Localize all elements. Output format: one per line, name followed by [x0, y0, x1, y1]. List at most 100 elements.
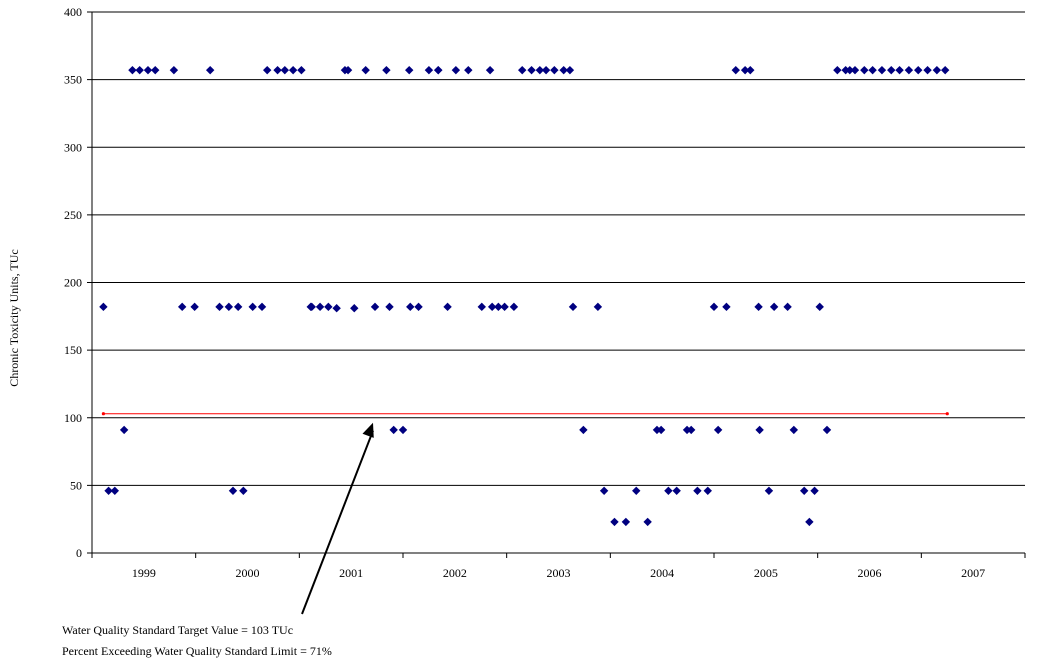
data-point	[424, 65, 434, 75]
data-point	[940, 65, 950, 75]
data-point	[632, 486, 641, 495]
data-point	[713, 425, 723, 435]
x-tick-label: 2002	[443, 566, 467, 580]
data-point	[621, 517, 631, 527]
data-point	[850, 65, 860, 75]
data-point	[914, 65, 923, 75]
data-point	[643, 517, 652, 527]
data-point	[464, 65, 473, 75]
data-point	[494, 302, 503, 312]
x-tick-label: 2001	[339, 566, 363, 580]
data-point	[535, 65, 545, 75]
data-point	[177, 302, 187, 312]
data-point	[324, 302, 333, 312]
data-point	[568, 302, 578, 312]
data-point	[477, 302, 486, 312]
data-point	[239, 486, 248, 495]
data-point	[764, 486, 774, 495]
target-line-endpoint	[945, 412, 949, 416]
data-point	[518, 65, 527, 75]
data-point	[385, 302, 394, 312]
x-tick-label: 2004	[650, 566, 674, 580]
data-point	[332, 303, 341, 313]
data-point	[565, 65, 575, 75]
data-point	[868, 65, 877, 75]
y-tick-label: 0	[76, 546, 82, 560]
data-point	[845, 65, 855, 75]
data-point	[350, 303, 359, 313]
data-point	[205, 65, 215, 75]
x-tick-label: 2000	[236, 566, 260, 580]
data-points	[99, 65, 950, 527]
data-point	[500, 302, 509, 312]
gridlines	[92, 11, 1025, 486]
data-point	[99, 302, 108, 312]
data-point	[672, 486, 681, 495]
data-point	[693, 486, 702, 495]
arrow-head	[362, 422, 374, 438]
data-point	[169, 65, 179, 75]
data-point	[664, 486, 673, 495]
annotation-arrow	[301, 422, 374, 615]
y-tick-label: 50	[70, 478, 82, 492]
data-point	[799, 486, 809, 495]
data-point	[315, 302, 325, 312]
data-point	[288, 65, 298, 75]
y-tick-label: 400	[64, 5, 82, 19]
data-point	[740, 65, 750, 75]
data-point	[215, 302, 224, 312]
data-point	[443, 302, 452, 312]
data-point	[343, 65, 353, 75]
data-point	[550, 65, 559, 75]
data-point	[104, 486, 113, 495]
y-tick-label: 300	[64, 140, 82, 154]
data-point	[143, 65, 153, 75]
data-point	[686, 425, 696, 435]
x-tick-label: 1999	[132, 566, 156, 580]
data-point	[509, 302, 519, 312]
data-point	[307, 302, 316, 312]
data-point	[434, 65, 443, 75]
x-tick-label: 2006	[858, 566, 882, 580]
data-point	[485, 65, 495, 75]
data-point	[599, 486, 609, 495]
y-tick-label: 350	[64, 73, 82, 87]
data-point	[656, 425, 666, 435]
data-point	[414, 302, 423, 312]
x-tick-label: 2003	[547, 566, 571, 580]
data-point	[593, 302, 603, 312]
data-point	[923, 65, 932, 75]
data-point	[610, 517, 619, 527]
data-point	[754, 302, 763, 312]
data-point	[257, 302, 267, 312]
data-point	[228, 486, 238, 495]
data-point	[119, 425, 129, 435]
data-point	[273, 65, 282, 75]
data-point	[190, 302, 199, 312]
percent-exceeding-note: Percent Exceeding Water Quality Standard…	[62, 644, 332, 658]
data-point	[361, 65, 370, 75]
data-point	[405, 65, 414, 75]
data-point	[389, 425, 398, 435]
data-point	[805, 517, 814, 527]
data-point	[860, 65, 869, 75]
data-point	[398, 425, 408, 435]
data-point	[487, 302, 497, 312]
data-point	[297, 65, 306, 75]
data-point	[833, 65, 842, 75]
data-point	[746, 65, 755, 75]
data-point	[406, 302, 415, 312]
y-tick-label: 250	[64, 208, 82, 222]
data-point	[904, 65, 914, 75]
data-point	[135, 65, 144, 75]
data-point	[769, 302, 779, 312]
data-point	[280, 65, 290, 75]
data-point	[895, 65, 904, 75]
data-point	[382, 65, 391, 75]
arrow-shaft	[301, 430, 374, 615]
y-tick-label: 150	[64, 343, 82, 357]
data-point	[703, 486, 712, 495]
data-point	[224, 302, 234, 312]
y-tick-label: 100	[64, 411, 82, 425]
